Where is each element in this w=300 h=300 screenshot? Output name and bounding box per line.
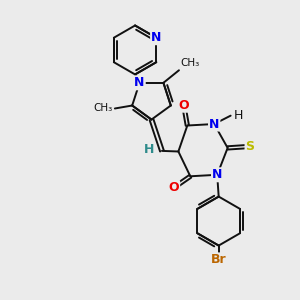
Text: N: N bbox=[209, 118, 219, 130]
Text: CH₃: CH₃ bbox=[180, 58, 200, 68]
Text: N: N bbox=[151, 31, 161, 44]
Text: CH₃: CH₃ bbox=[93, 103, 112, 113]
Text: O: O bbox=[178, 99, 189, 112]
Text: Br: Br bbox=[211, 254, 226, 266]
Text: H: H bbox=[144, 143, 154, 156]
Text: N: N bbox=[212, 168, 222, 181]
Text: N: N bbox=[134, 76, 145, 89]
Text: O: O bbox=[169, 181, 179, 194]
Text: H: H bbox=[234, 109, 243, 122]
Text: S: S bbox=[245, 140, 254, 153]
